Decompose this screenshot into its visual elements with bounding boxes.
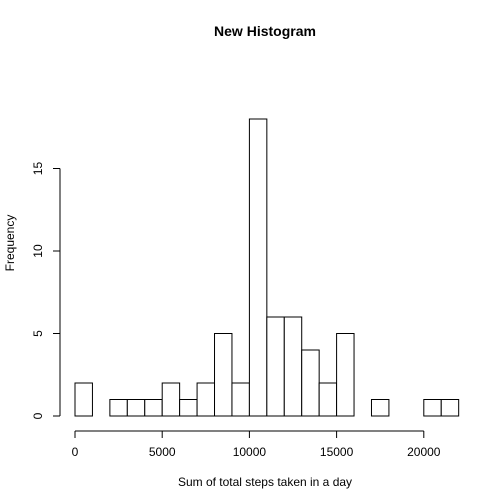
y-axis: 0 5 10 15 xyxy=(31,162,61,419)
y-axis-label: Frequency xyxy=(3,215,17,272)
chart-title: New Histogram xyxy=(214,23,316,39)
y-tick-label: 0 xyxy=(31,412,45,419)
histogram-bar xyxy=(179,399,198,417)
histogram-bar xyxy=(74,382,93,417)
histogram-bar xyxy=(214,333,233,417)
x-axis-label: Sum of total steps taken in a day xyxy=(178,475,352,489)
y-tick-label: 15 xyxy=(31,162,45,176)
histogram-bar xyxy=(161,382,181,417)
histogram-bar xyxy=(126,399,146,417)
histogram-bar xyxy=(318,382,338,417)
x-tick-label: 0 xyxy=(72,445,79,459)
histogram-bar xyxy=(266,316,285,417)
histogram-bar xyxy=(109,399,128,417)
histogram-bar xyxy=(301,349,320,417)
x-axis: 0 5000 10000 15000 20000 xyxy=(72,430,441,459)
x-tick-label: 10000 xyxy=(233,445,267,459)
histogram-bar xyxy=(336,333,355,417)
x-tick-label: 15000 xyxy=(320,445,354,459)
x-tick-label: 5000 xyxy=(149,445,176,459)
histogram-bar xyxy=(283,316,303,417)
histogram-bar xyxy=(144,399,163,417)
histogram-bar xyxy=(423,399,442,417)
histogram-bar xyxy=(231,382,250,417)
y-tick-label: 5 xyxy=(31,330,45,337)
histogram-bar xyxy=(196,382,216,417)
y-tick-label: 10 xyxy=(31,244,45,258)
bars-group xyxy=(74,118,460,417)
x-tick-label: 20000 xyxy=(407,445,441,459)
histogram-bar xyxy=(370,399,390,417)
histogram-bar xyxy=(440,399,460,417)
histogram-bar xyxy=(248,118,268,417)
